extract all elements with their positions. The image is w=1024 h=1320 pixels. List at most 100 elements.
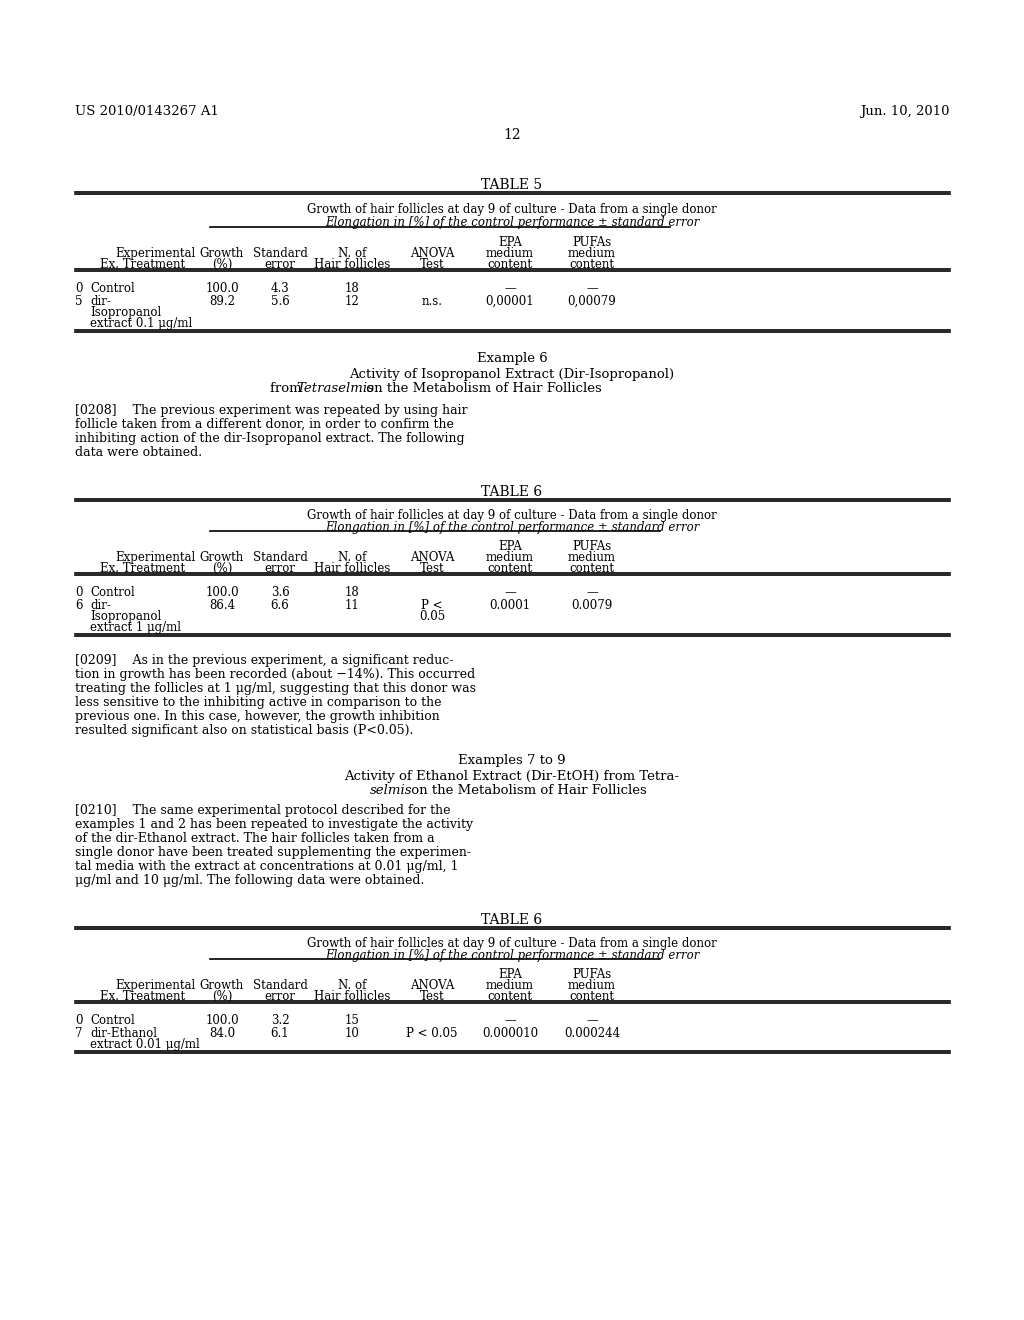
Text: from: from — [270, 381, 306, 395]
Text: previous one. In this case, however, the growth inhibition: previous one. In this case, however, the… — [75, 710, 439, 723]
Text: US 2010/0143267 A1: US 2010/0143267 A1 — [75, 106, 219, 117]
Text: ANOVA: ANOVA — [410, 979, 455, 993]
Text: Activity of Ethanol Extract (Dir-EtOH) from Tetra-: Activity of Ethanol Extract (Dir-EtOH) f… — [344, 770, 680, 783]
Text: 12: 12 — [345, 294, 359, 308]
Text: Experimental: Experimental — [115, 979, 196, 993]
Text: 0: 0 — [76, 586, 83, 599]
Text: N. of: N. of — [338, 979, 367, 993]
Text: 12: 12 — [503, 128, 521, 143]
Text: 0.000010: 0.000010 — [482, 1027, 538, 1040]
Text: 0,00079: 0,00079 — [567, 294, 616, 308]
Text: 0.0079: 0.0079 — [571, 599, 612, 612]
Text: Control: Control — [90, 586, 135, 599]
Text: 11: 11 — [345, 599, 359, 612]
Text: extract 1 μg/ml: extract 1 μg/ml — [90, 620, 181, 634]
Text: Ex. Treatment: Ex. Treatment — [100, 562, 185, 576]
Text: ANOVA: ANOVA — [410, 247, 455, 260]
Text: [0210]    The same experimental protocol described for the: [0210] The same experimental protocol de… — [75, 804, 451, 817]
Text: Examples 7 to 9: Examples 7 to 9 — [458, 754, 566, 767]
Text: PUFAs: PUFAs — [572, 540, 611, 553]
Text: 89.2: 89.2 — [209, 294, 234, 308]
Text: Growth of hair follicles at day 9 of culture - Data from a single donor: Growth of hair follicles at day 9 of cul… — [307, 510, 717, 521]
Text: Test: Test — [420, 562, 444, 576]
Text: Hair follicles: Hair follicles — [313, 257, 390, 271]
Text: 6.6: 6.6 — [270, 599, 290, 612]
Text: P <: P < — [421, 599, 442, 612]
Text: Hair follicles: Hair follicles — [313, 990, 390, 1003]
Text: inhibiting action of the dir-Isopropanol extract. The following: inhibiting action of the dir-Isopropanol… — [75, 432, 465, 445]
Text: follicle taken from a different donor, in order to confirm the: follicle taken from a different donor, i… — [75, 418, 454, 432]
Text: n.s.: n.s. — [422, 294, 442, 308]
Text: Ex. Treatment: Ex. Treatment — [100, 257, 185, 271]
Text: of the dir-Ethanol extract. The hair follicles taken from a: of the dir-Ethanol extract. The hair fol… — [75, 832, 434, 845]
Text: content: content — [569, 257, 614, 271]
Text: 10: 10 — [344, 1027, 359, 1040]
Text: Elongation in [%] of the control performance ± standard error: Elongation in [%] of the control perform… — [325, 216, 699, 228]
Text: —: — — [586, 282, 598, 294]
Text: dir-Ethanol: dir-Ethanol — [90, 1027, 157, 1040]
Text: on the Metabolism of Hair Follicles: on the Metabolism of Hair Follicles — [407, 784, 647, 797]
Text: medium: medium — [568, 550, 616, 564]
Text: —: — — [586, 586, 598, 599]
Text: [0209]    As in the previous experiment, a significant reduc-: [0209] As in the previous experiment, a … — [75, 653, 454, 667]
Text: content: content — [487, 257, 532, 271]
Text: 18: 18 — [345, 586, 359, 599]
Text: 0,00001: 0,00001 — [485, 294, 535, 308]
Text: 6.1: 6.1 — [270, 1027, 290, 1040]
Text: 0.000244: 0.000244 — [564, 1027, 621, 1040]
Text: 6: 6 — [76, 599, 83, 612]
Text: 100.0: 100.0 — [205, 282, 239, 294]
Text: content: content — [569, 990, 614, 1003]
Text: —: — — [504, 282, 516, 294]
Text: ANOVA: ANOVA — [410, 550, 455, 564]
Text: Elongation in [%] of the control performance ± standard error: Elongation in [%] of the control perform… — [325, 949, 699, 962]
Text: Ex. Treatment: Ex. Treatment — [100, 990, 185, 1003]
Text: TABLE 6: TABLE 6 — [481, 913, 543, 927]
Text: Standard: Standard — [253, 550, 307, 564]
Text: PUFAs: PUFAs — [572, 236, 611, 249]
Text: Experimental: Experimental — [115, 247, 196, 260]
Text: 100.0: 100.0 — [205, 586, 239, 599]
Text: 86.4: 86.4 — [209, 599, 236, 612]
Text: 3.2: 3.2 — [270, 1014, 290, 1027]
Text: error: error — [264, 257, 296, 271]
Text: dir-: dir- — [90, 294, 111, 308]
Text: EPA: EPA — [498, 236, 522, 249]
Text: Example 6: Example 6 — [476, 352, 548, 366]
Text: Isopropanol: Isopropanol — [90, 306, 161, 319]
Text: Control: Control — [90, 282, 135, 294]
Text: medium: medium — [486, 979, 534, 993]
Text: EPA: EPA — [498, 540, 522, 553]
Text: TABLE 5: TABLE 5 — [481, 178, 543, 191]
Text: —: — — [504, 1014, 516, 1027]
Text: selmis: selmis — [370, 784, 413, 797]
Text: error: error — [264, 990, 296, 1003]
Text: Growth: Growth — [200, 550, 244, 564]
Text: TABLE 6: TABLE 6 — [481, 484, 543, 499]
Text: 0: 0 — [76, 1014, 83, 1027]
Text: Growth: Growth — [200, 979, 244, 993]
Text: 0: 0 — [76, 282, 83, 294]
Text: 3.6: 3.6 — [270, 586, 290, 599]
Text: N. of: N. of — [338, 247, 367, 260]
Text: tion in growth has been recorded (about −14%). This occurred: tion in growth has been recorded (about … — [75, 668, 475, 681]
Text: medium: medium — [486, 550, 534, 564]
Text: Activity of Isopropanol Extract (Dir-Isopropanol): Activity of Isopropanol Extract (Dir-Iso… — [349, 368, 675, 381]
Text: 15: 15 — [344, 1014, 359, 1027]
Text: (%): (%) — [212, 990, 232, 1003]
Text: extract 0.01 μg/ml: extract 0.01 μg/ml — [90, 1038, 200, 1051]
Text: Control: Control — [90, 1014, 135, 1027]
Text: content: content — [569, 562, 614, 576]
Text: 5.6: 5.6 — [270, 294, 290, 308]
Text: tal media with the extract at concentrations at 0.01 μg/ml, 1: tal media with the extract at concentrat… — [75, 861, 459, 873]
Text: Growth of hair follicles at day 9 of culture - Data from a single donor: Growth of hair follicles at day 9 of cul… — [307, 937, 717, 950]
Text: resulted significant also on statistical basis (P<0.05).: resulted significant also on statistical… — [75, 723, 414, 737]
Text: 7: 7 — [76, 1027, 83, 1040]
Text: 0.05: 0.05 — [419, 610, 445, 623]
Text: error: error — [264, 562, 296, 576]
Text: Elongation in [%] of the control performance ± standard error: Elongation in [%] of the control perform… — [325, 521, 699, 535]
Text: PUFAs: PUFAs — [572, 968, 611, 981]
Text: EPA: EPA — [498, 968, 522, 981]
Text: Test: Test — [420, 990, 444, 1003]
Text: examples 1 and 2 has been repeated to investigate the activity: examples 1 and 2 has been repeated to in… — [75, 818, 473, 832]
